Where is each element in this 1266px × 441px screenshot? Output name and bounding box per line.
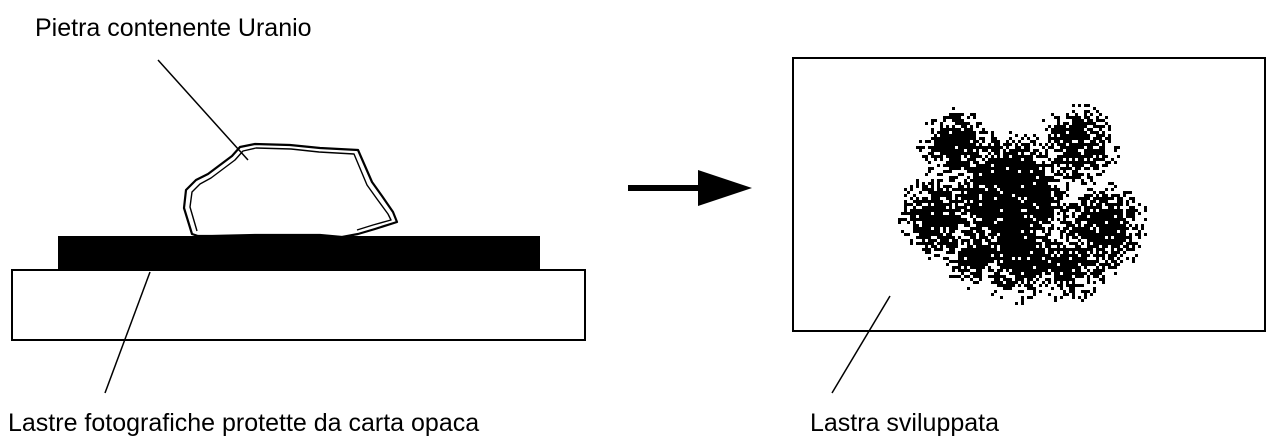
experiment-setup [11, 59, 586, 394]
stone-leader-line [157, 59, 249, 161]
base-support [11, 269, 586, 341]
developed-plate [792, 57, 1266, 394]
plates-label: Lastre fotografiche protette da carta op… [8, 409, 479, 437]
uranium-stone [182, 142, 399, 239]
right-arrow-icon [628, 170, 752, 206]
photographic-plate-black [58, 236, 540, 271]
exposure-speckle-pattern [898, 104, 1147, 305]
developed-plate-label: Lastra sviluppata [810, 409, 999, 437]
developed-leader-line [831, 295, 891, 394]
stone-label: Pietra contenente Uranio [35, 14, 312, 42]
plates-leader-line [104, 271, 151, 394]
